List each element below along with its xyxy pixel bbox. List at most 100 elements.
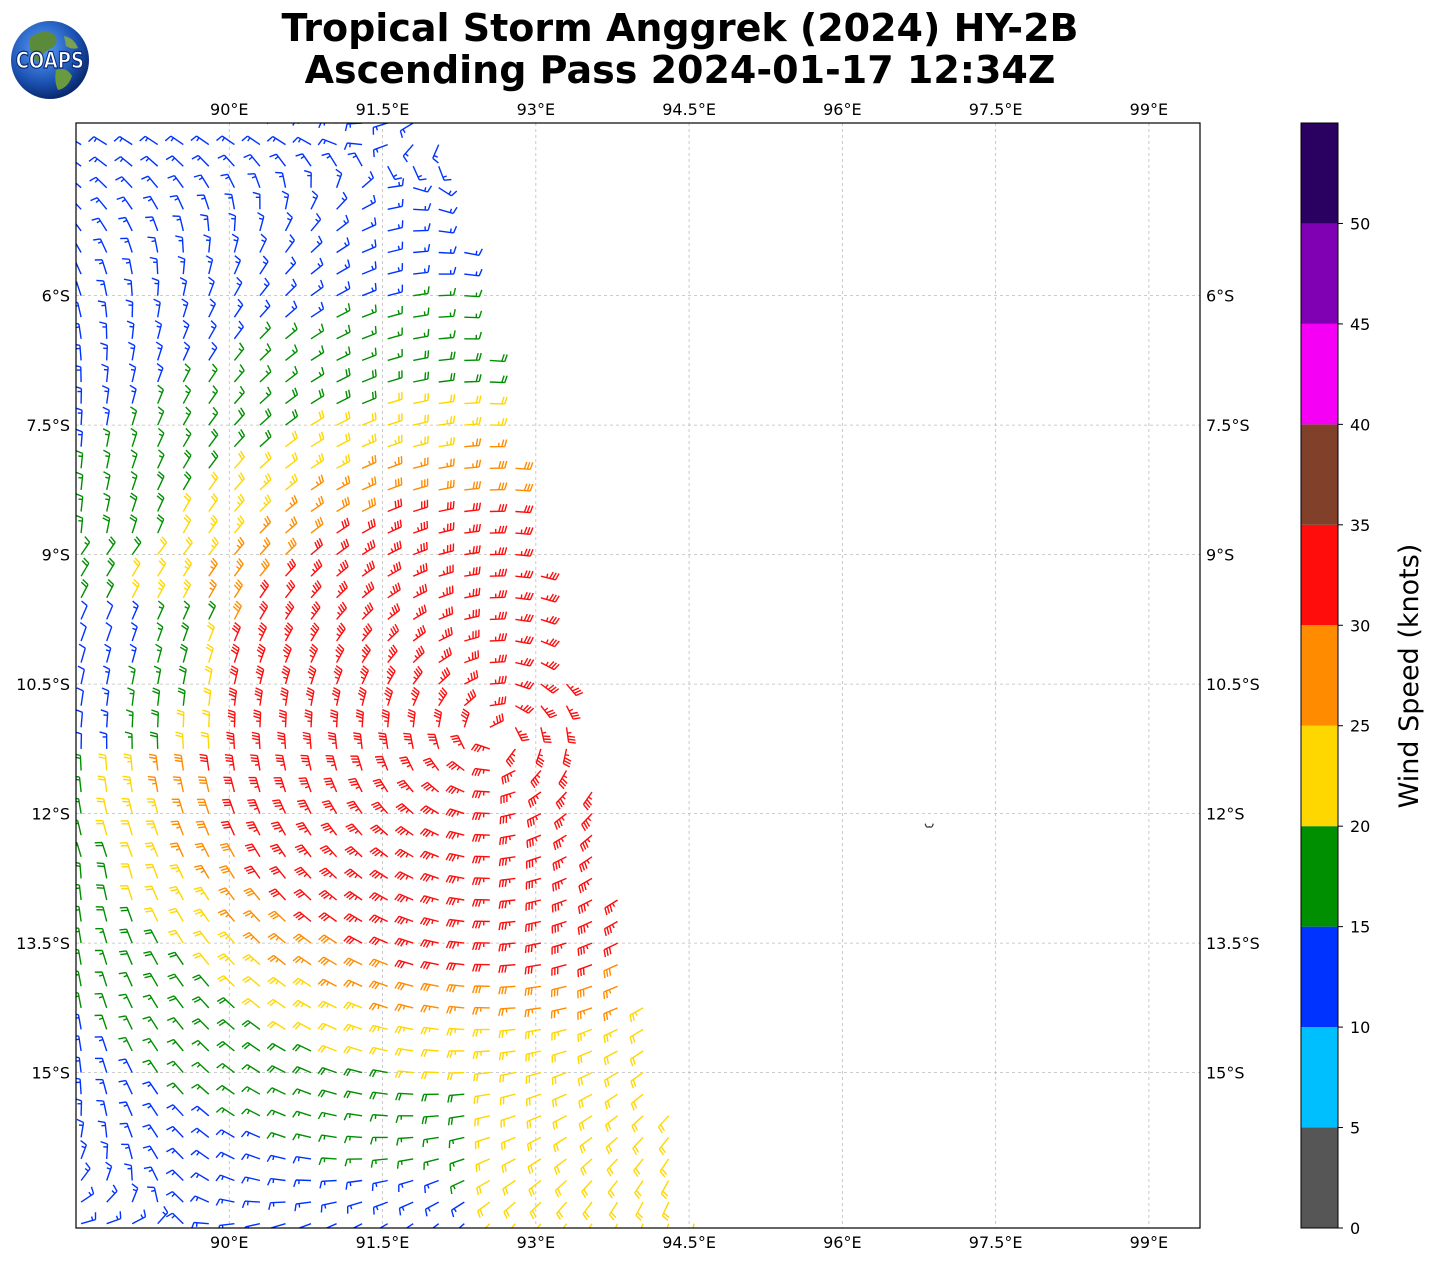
wind-barb bbox=[76, 471, 84, 490]
wind-barb bbox=[76, 927, 82, 944]
wind-barb bbox=[399, 123, 414, 138]
wind-barb bbox=[76, 753, 82, 771]
wind-barb bbox=[119, 1122, 133, 1138]
wind-barb bbox=[151, 709, 159, 728]
wind-barb bbox=[172, 215, 184, 232]
wind-barb bbox=[394, 1070, 414, 1079]
wind-barb bbox=[166, 1017, 184, 1030]
wind-barb bbox=[399, 756, 414, 771]
wind-barb bbox=[94, 841, 108, 858]
wind-barb bbox=[361, 390, 377, 405]
wind-barb bbox=[106, 536, 116, 555]
wind-barb bbox=[577, 1028, 593, 1042]
wind-barb bbox=[125, 299, 134, 318]
wind-barb bbox=[217, 154, 235, 167]
wind-barb bbox=[413, 393, 430, 405]
wind-barb bbox=[247, 799, 261, 814]
wind-barb bbox=[233, 429, 246, 448]
wind-barb bbox=[324, 1223, 337, 1228]
wind-barb bbox=[361, 644, 371, 663]
wind-barb bbox=[515, 548, 534, 557]
wind-barb bbox=[450, 1179, 465, 1195]
lat-tick-label-left: 15°S bbox=[31, 1064, 70, 1083]
wind-barb bbox=[387, 370, 403, 383]
wind-barb bbox=[553, 1136, 567, 1153]
wind-barb bbox=[581, 813, 593, 832]
wind-barb bbox=[205, 643, 214, 663]
lon-tick-label-bottom: 99°E bbox=[1130, 1233, 1168, 1252]
wind-barb bbox=[525, 856, 542, 869]
wind-barb bbox=[550, 985, 567, 998]
wind-barb bbox=[317, 1111, 337, 1120]
wind-barb bbox=[91, 217, 108, 232]
wind-barb bbox=[267, 998, 286, 1009]
wind-barb bbox=[317, 978, 337, 987]
wind-barb bbox=[233, 320, 244, 340]
wind-barb bbox=[233, 276, 243, 297]
wind-barb bbox=[556, 1201, 568, 1220]
wind-barb bbox=[293, 888, 312, 901]
wind-barb bbox=[169, 842, 184, 858]
wind-barb bbox=[489, 525, 508, 534]
wind-barb bbox=[285, 278, 297, 297]
wind-barb bbox=[387, 391, 403, 405]
wind-barb bbox=[118, 216, 133, 232]
wind-barb bbox=[551, 1071, 567, 1086]
wind-barb bbox=[489, 375, 508, 384]
wind-barb bbox=[208, 557, 218, 577]
wind-barb bbox=[292, 1110, 312, 1118]
wind-barb bbox=[157, 406, 165, 426]
wind-barb bbox=[361, 369, 377, 383]
lon-tick-label-top: 97.5°E bbox=[969, 100, 1023, 119]
wind-barb bbox=[422, 1136, 439, 1147]
wind-barb bbox=[336, 237, 350, 254]
colorbar-tick-label: 40 bbox=[1350, 415, 1370, 434]
wind-barb bbox=[80, 1162, 91, 1181]
wind-barb bbox=[130, 449, 138, 469]
wind-barb bbox=[471, 812, 490, 821]
wind-barb bbox=[156, 622, 164, 642]
wind-barb bbox=[231, 233, 239, 253]
wind-barb bbox=[308, 643, 319, 663]
wind-barb bbox=[259, 472, 272, 491]
wind-barb bbox=[412, 520, 429, 534]
wind-barb bbox=[446, 1071, 465, 1081]
wind-barb bbox=[368, 892, 389, 902]
wind-barb bbox=[200, 731, 210, 749]
wind-barb bbox=[140, 155, 159, 167]
wind-barb bbox=[489, 460, 508, 469]
wind-barb bbox=[76, 992, 82, 1009]
wind-barb bbox=[144, 842, 159, 858]
wind-barb bbox=[361, 217, 377, 232]
wind-barb bbox=[76, 883, 82, 901]
wind-barb bbox=[192, 930, 210, 944]
wind-barb bbox=[182, 406, 192, 426]
wind-barb bbox=[208, 514, 218, 534]
wind-barb bbox=[320, 822, 338, 836]
wind-barb bbox=[251, 731, 261, 749]
wind-barb bbox=[310, 279, 324, 297]
wind-barb bbox=[361, 539, 376, 556]
wind-barb bbox=[208, 428, 219, 448]
wind-barb bbox=[207, 123, 209, 124]
wind-barb bbox=[182, 492, 192, 512]
wind-barb bbox=[182, 557, 193, 577]
wind-barb bbox=[233, 385, 245, 405]
wind-barb bbox=[106, 578, 115, 599]
wind-barb bbox=[336, 324, 351, 340]
wind-barb bbox=[266, 1109, 286, 1117]
wind-barb bbox=[640, 1223, 644, 1228]
wind-barb bbox=[292, 123, 311, 126]
wind-barb bbox=[157, 557, 167, 577]
wind-barb bbox=[241, 1086, 261, 1095]
wind-barb bbox=[343, 1112, 363, 1121]
wind-barb bbox=[285, 387, 299, 405]
wind-barb bbox=[471, 855, 490, 864]
wind-barb bbox=[489, 439, 508, 448]
wind-barb bbox=[147, 775, 159, 793]
wind-barb bbox=[284, 211, 293, 232]
wind-barb bbox=[551, 1028, 567, 1041]
wind-barb bbox=[76, 861, 82, 879]
wind-barb bbox=[501, 769, 516, 785]
wind-barb bbox=[387, 349, 403, 362]
